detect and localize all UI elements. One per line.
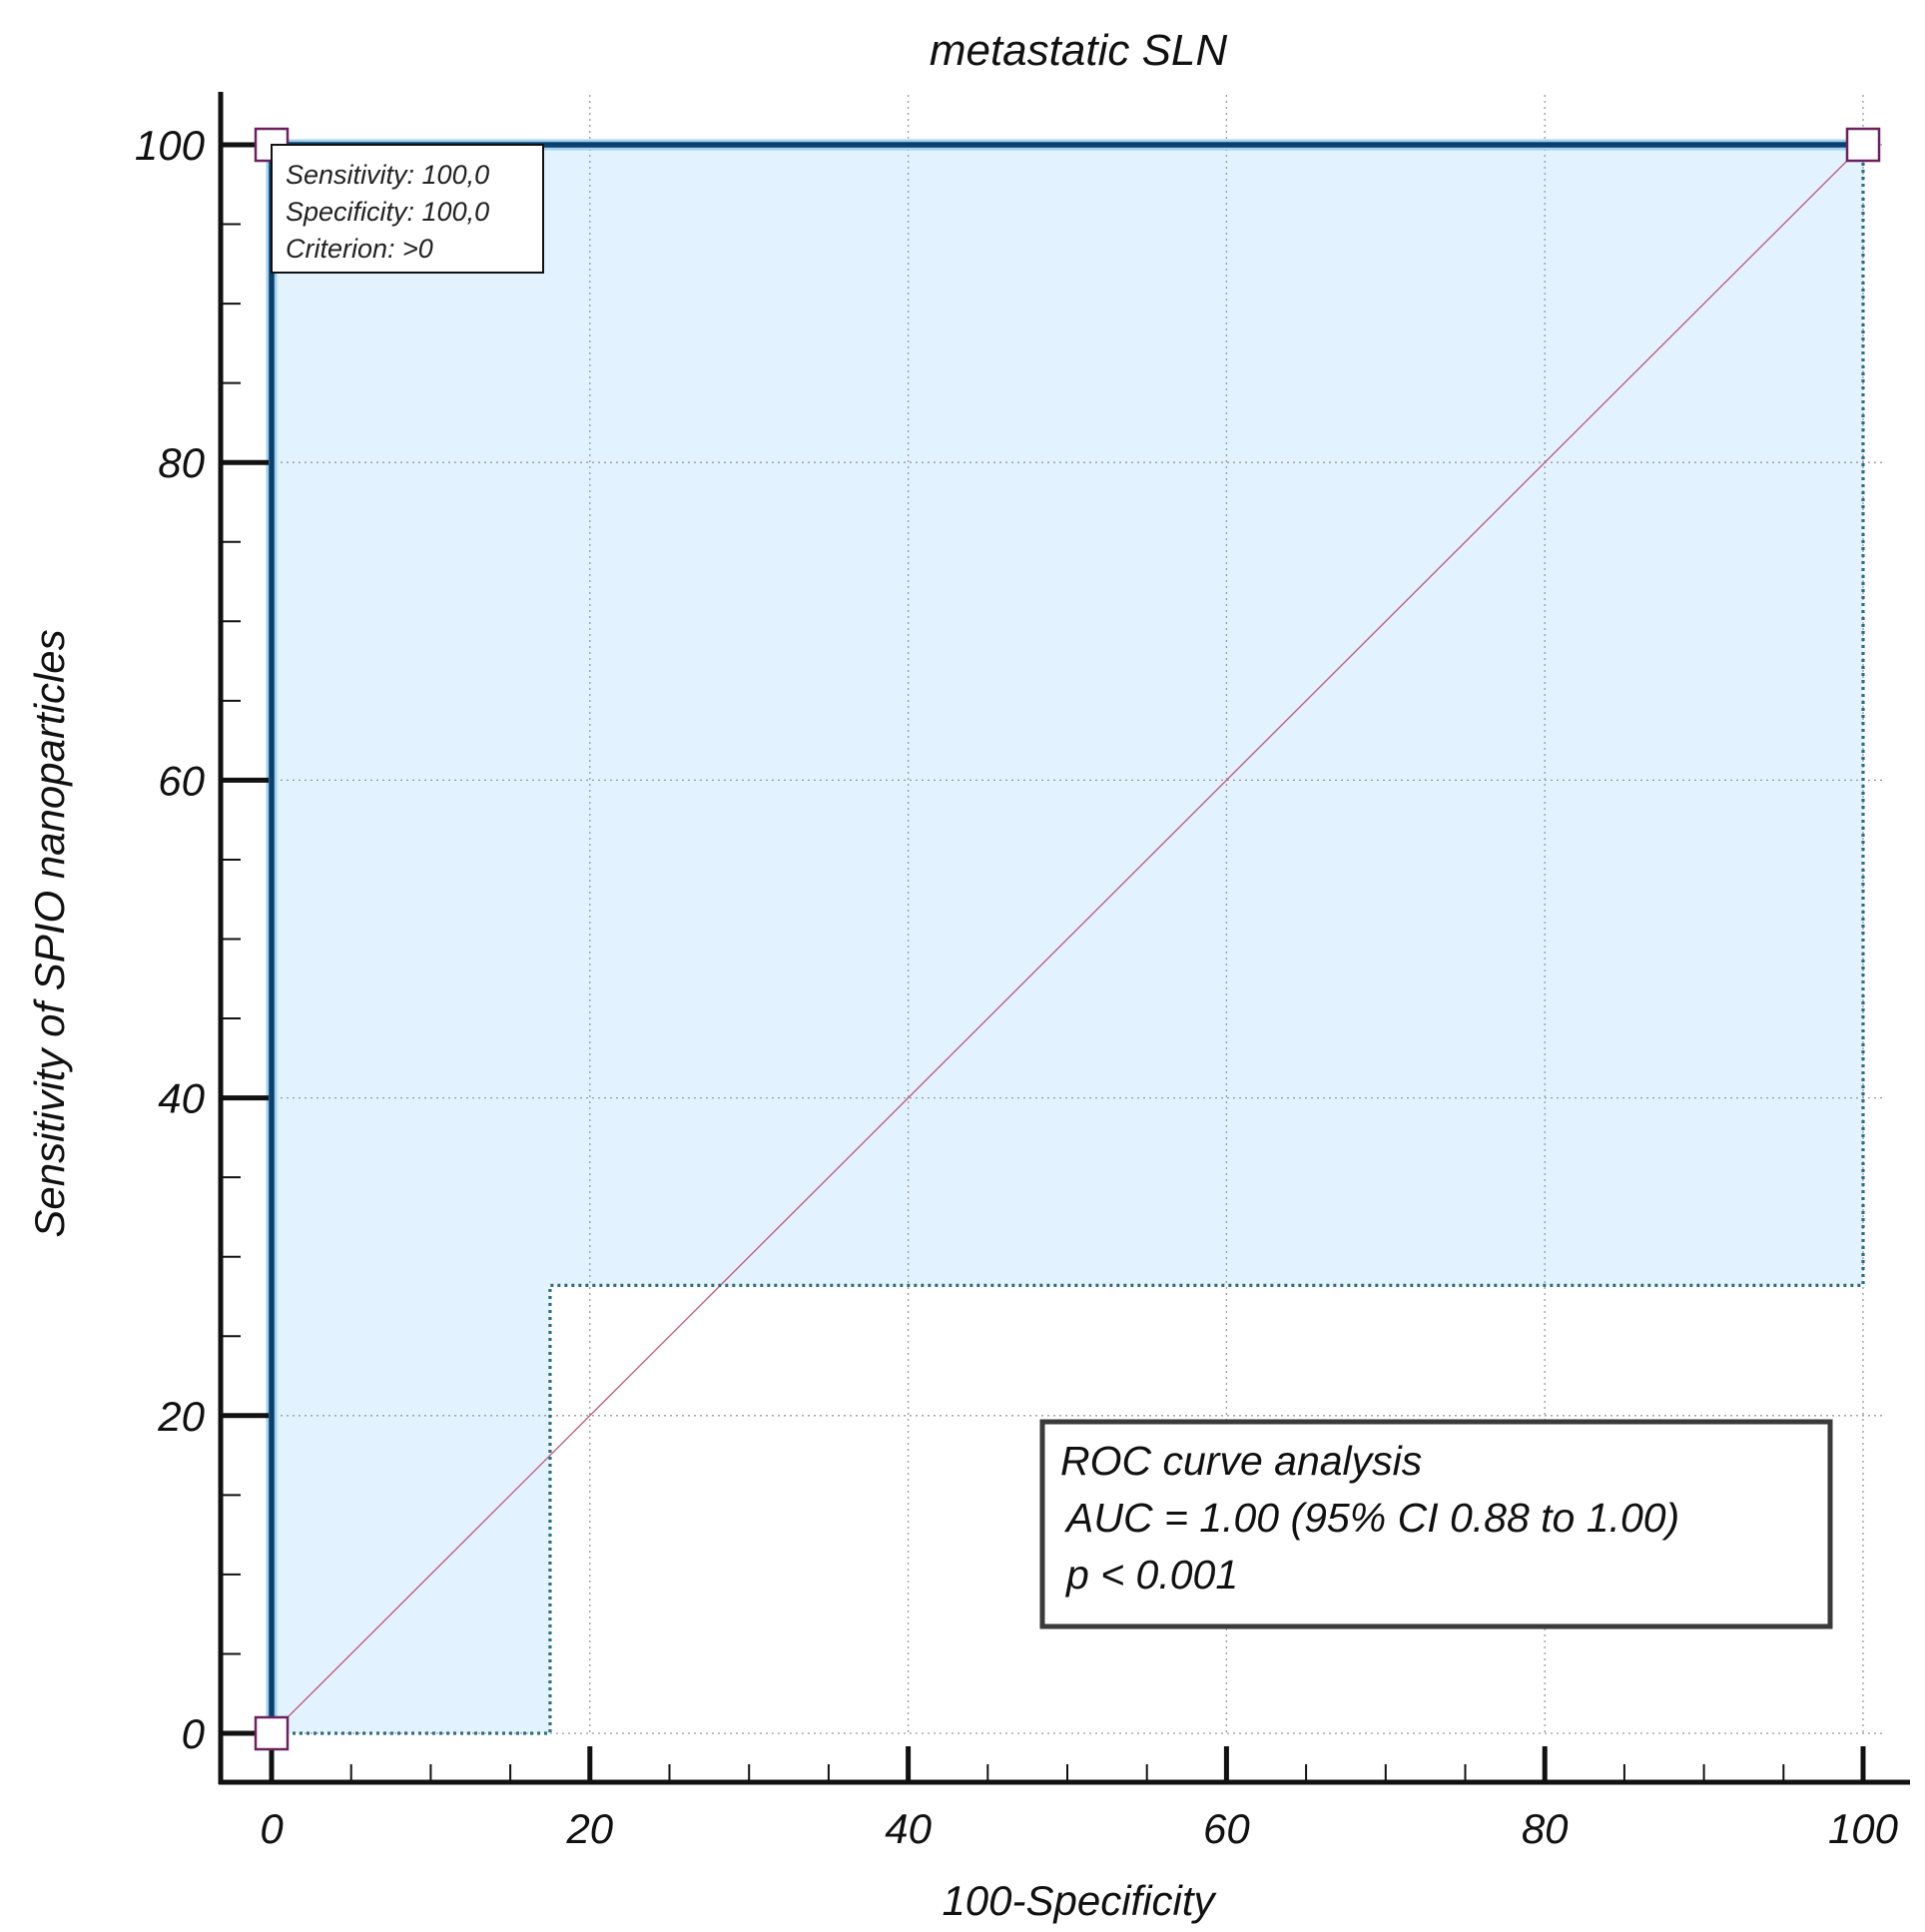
tooltip-line: Sensitivity: 100,0 [286, 160, 489, 190]
x-axis-label: 100-Specificity [942, 1877, 1217, 1924]
annotation-line: AUC = 1.00 (95% CI 0.88 to 1.00) [1063, 1495, 1679, 1541]
x-tick-label: 40 [885, 1805, 932, 1852]
chart-title: metastatic SLN [930, 26, 1228, 75]
criterion-tooltip-box [271, 144, 544, 274]
x-tick-label: 100 [1828, 1805, 1899, 1852]
tooltip-line: Criterion: >0 [286, 234, 433, 264]
y-tick-label: 0 [182, 1710, 206, 1757]
roc-point-marker [1845, 127, 1881, 163]
x-tick-label: 20 [565, 1805, 613, 1852]
y-tick-label: 80 [158, 439, 205, 486]
y-tick-label: 20 [157, 1393, 205, 1440]
x-tick-label: 60 [1203, 1805, 1250, 1852]
y-tick-label: 40 [158, 1075, 205, 1122]
y-tick-label: 60 [158, 757, 205, 804]
tooltip-line: Specificity: 100,0 [286, 197, 489, 227]
confidence-lower-bound-line [272, 145, 1865, 1735]
y-tick-label: 100 [135, 122, 206, 169]
annotation-line: ROC curve analysis [1060, 1438, 1422, 1484]
annotation-line: p < 0.001 [1064, 1552, 1238, 1598]
roc-annotation-box [1039, 1419, 1833, 1629]
x-tick-label: 80 [1522, 1805, 1569, 1852]
x-tick-label: 0 [260, 1805, 284, 1852]
y-axis-label: Sensitivity of SPIO nanoparticles [26, 629, 73, 1237]
reference-diagonal-line [271, 144, 1864, 1734]
roc-point-marker [254, 1715, 290, 1751]
